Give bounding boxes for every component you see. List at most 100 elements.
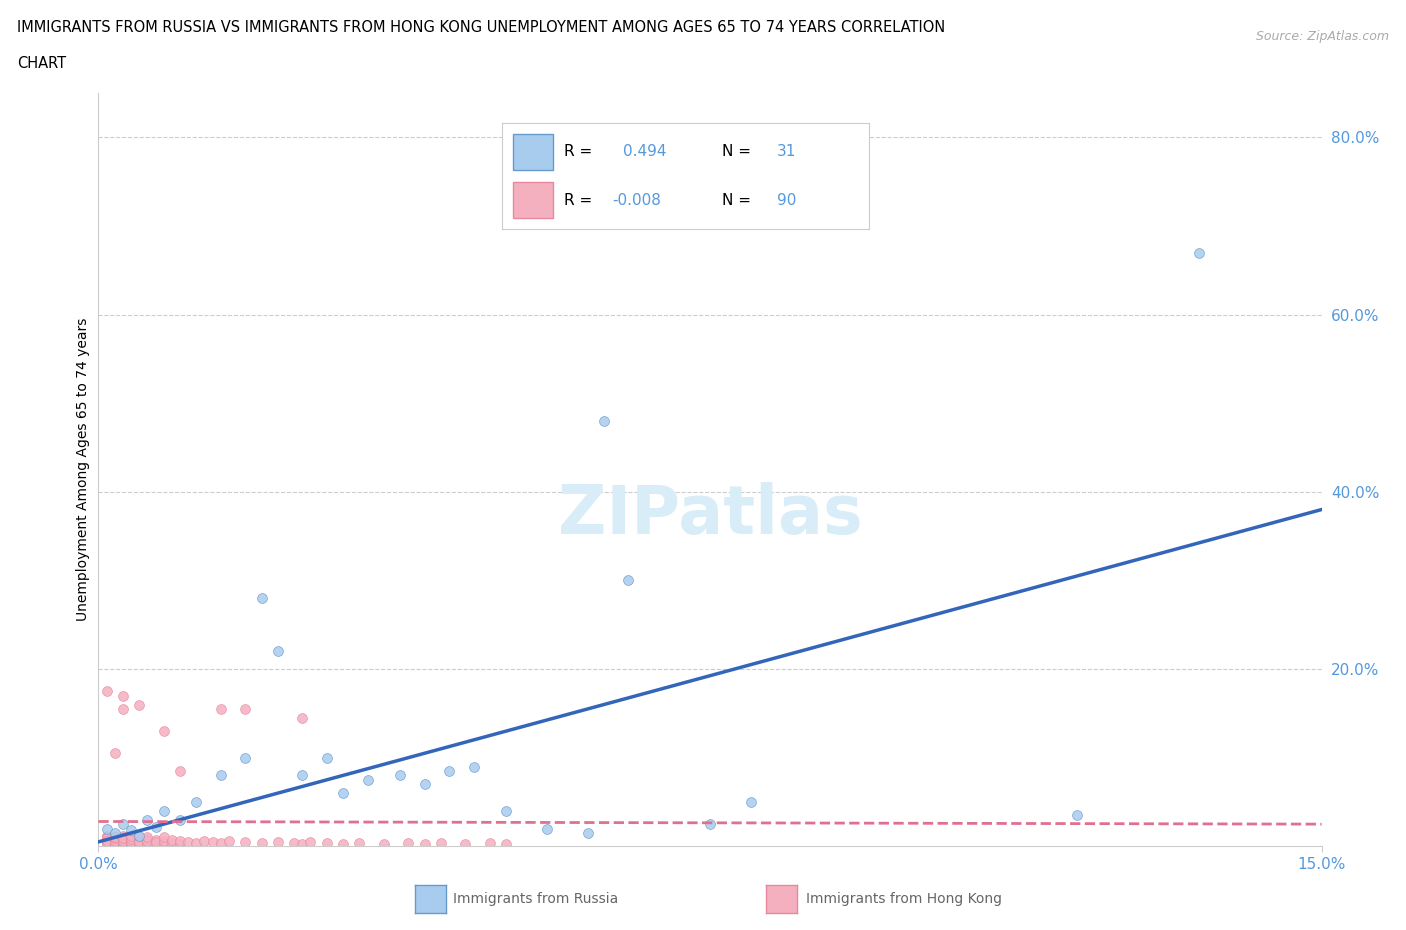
Point [267,834,290,849]
Point [128,832,150,847]
Point [413,836,436,851]
Point [349,835,371,850]
Point [96,830,118,844]
Point [1188,246,1211,260]
Point [576,826,599,841]
Point [111,833,134,848]
Point [111,835,134,850]
Point [152,830,174,844]
Point [169,764,191,778]
Point [128,833,150,848]
Point [120,823,142,838]
Text: IMMIGRANTS FROM RUSSIA VS IMMIGRANTS FROM HONG KONG UNEMPLOYMENT AMONG AGES 65 T: IMMIGRANTS FROM RUSSIA VS IMMIGRANTS FRO… [17,20,945,35]
Point [193,833,215,848]
Point [96,833,118,848]
Point [145,832,167,847]
Point [169,812,191,827]
Text: CHART: CHART [17,56,66,71]
Point [1066,808,1088,823]
Point [120,836,142,851]
Point [136,831,159,846]
Point [699,817,721,831]
Point [389,768,412,783]
Point [299,834,322,849]
Point [96,836,118,851]
Point [120,831,142,846]
Point [128,830,150,844]
Point [315,751,337,765]
Point [152,724,174,738]
Point [136,812,159,827]
Point [267,644,290,658]
Point [104,829,127,844]
Point [96,821,118,836]
Point [145,819,167,834]
Point [96,832,118,847]
Point [233,701,256,716]
Point [128,834,150,849]
Point [120,834,142,849]
Point [152,804,174,818]
Point [740,794,762,809]
Point [454,836,477,851]
Point [250,835,273,850]
Point [169,833,191,848]
Point [120,829,142,844]
Point [145,835,167,850]
Point [136,836,159,851]
Point [104,833,127,848]
Text: Immigrants from Hong Kong: Immigrants from Hong Kong [806,892,1001,907]
Point [413,777,436,791]
Point [128,829,150,844]
Point [160,835,183,850]
Point [463,759,485,774]
Point [128,835,150,850]
Text: Immigrants from Russia: Immigrants from Russia [453,892,619,907]
Point [111,832,134,847]
Point [96,830,118,845]
Point [437,764,460,778]
Point [96,829,118,844]
Point [495,804,517,818]
Point [120,830,142,844]
Point [233,834,256,849]
Point [111,834,134,849]
Point [104,830,127,844]
Point [478,835,501,850]
Point [120,833,142,848]
Point [104,830,127,845]
Point [104,834,127,849]
Point [396,835,419,850]
Point [104,831,127,846]
Point [283,835,305,850]
Point [332,836,354,851]
Point [250,591,273,605]
Point [136,830,159,844]
Point [186,835,208,850]
Point [111,830,134,844]
Point [145,834,167,849]
Point [104,835,127,850]
Point [111,688,134,703]
Point [111,701,134,716]
Point [218,833,240,848]
Point [177,834,200,849]
Point [291,768,314,783]
Point [96,834,118,849]
Point [104,832,127,847]
Point [160,832,183,847]
Point [96,831,118,846]
Point [104,746,127,761]
Point [152,836,174,851]
Point [315,835,337,850]
Point [291,836,314,851]
Point [373,836,395,851]
Text: Source: ZipAtlas.com: Source: ZipAtlas.com [1256,30,1389,43]
Point [593,414,616,429]
Point [120,832,142,847]
Point [495,836,517,851]
Point [111,831,134,846]
Point [233,751,256,765]
Point [356,773,378,788]
Point [104,826,127,841]
